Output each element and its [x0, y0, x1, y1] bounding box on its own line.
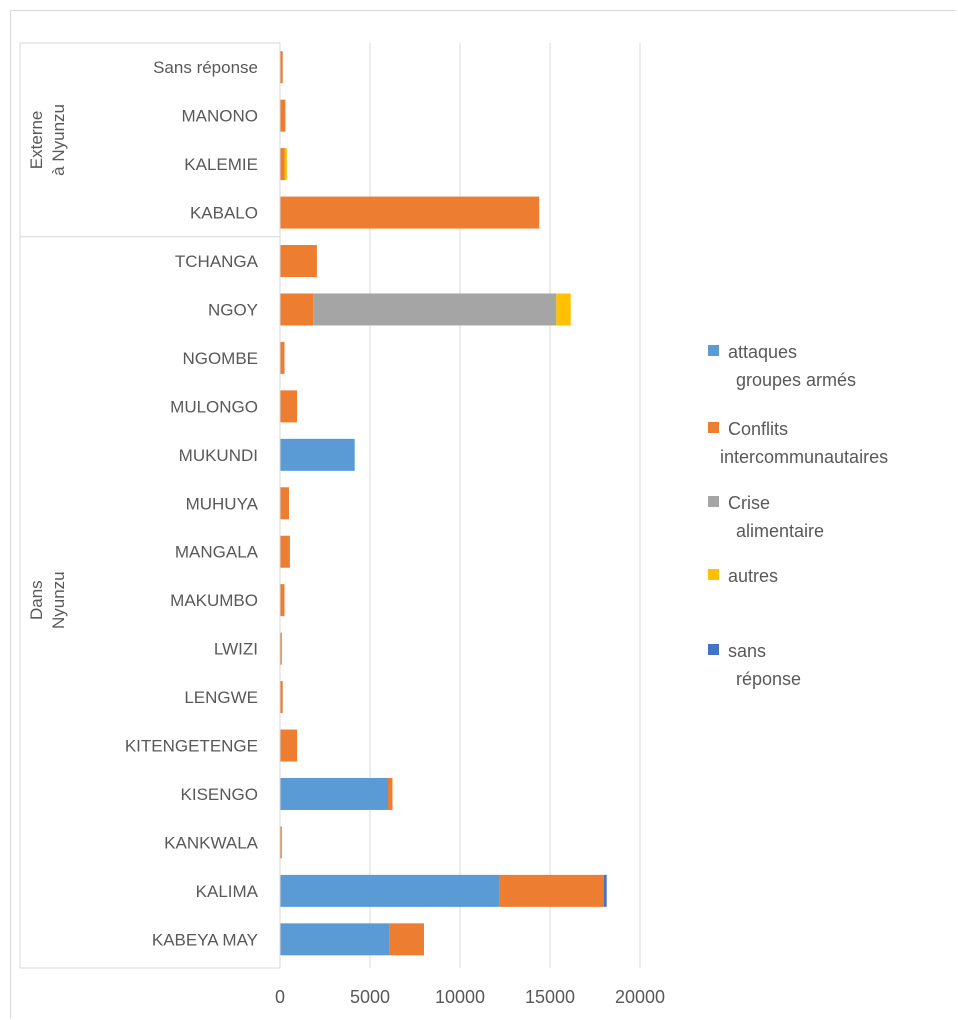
- legend-swatch-3: [708, 569, 719, 580]
- group-label-line: Externe: [27, 111, 46, 170]
- category-label-kalemie: KALEMIE: [184, 155, 258, 174]
- bar-ngoy-s1: [280, 293, 314, 326]
- category-label-manono: MANONO: [182, 107, 259, 126]
- legend-swatch-1: [708, 422, 719, 433]
- group-label-line: Nyunzu: [49, 571, 68, 629]
- legend-swatch-2: [708, 496, 719, 507]
- bar-kalima-s0: [280, 874, 500, 907]
- legend: attaques groupes armés Conflits intercommun…: [708, 342, 888, 689]
- bar-kalemie-s1: [280, 148, 285, 181]
- bar-ngoy-s2: [313, 293, 557, 326]
- chart-frame: [10, 10, 956, 1018]
- group-label-0: Externe à Nyunzu: [27, 104, 68, 176]
- legend-label-2: Crise: [728, 493, 770, 513]
- legend-label-4: sans: [728, 641, 766, 661]
- category-label-ngoy: NGOY: [208, 300, 258, 319]
- x-tick-label: 10000: [435, 987, 485, 1007]
- category-label-mangala: MANGALA: [175, 543, 259, 562]
- bars: [280, 51, 607, 956]
- bar-tchanga-s1: [280, 245, 317, 278]
- bar-kalemie-s3: [284, 148, 287, 181]
- category-label-sans-reponse: Sans réponse: [153, 58, 258, 77]
- bar-kabeya-may-s0: [280, 923, 390, 956]
- axes: 0 5000 10000 15000 20000 Sans réponse MANONO KA…: [19, 42, 665, 1007]
- group-label-line: Dans: [27, 580, 46, 620]
- category-label-makumbo: MAKUMBO: [170, 591, 258, 610]
- legend-swatch-0: [708, 345, 719, 356]
- x-tick-label: 5000: [350, 987, 390, 1007]
- bar-mukundi-s0: [280, 438, 355, 471]
- category-label-kabalo: KABALO: [190, 204, 258, 223]
- legend-label-3: autres: [728, 566, 778, 586]
- bar-lengwe-s1: [280, 681, 283, 714]
- bar-muhuya-s1: [280, 487, 289, 520]
- bar-sans-reponse-s1: [280, 51, 283, 84]
- bar-mangala-s1: [280, 535, 290, 568]
- bar-kisengo-s0: [280, 777, 388, 810]
- bar-ngoy-s3: [556, 293, 571, 326]
- bar-kitengetenge-s1: [280, 729, 298, 762]
- category-label-lengwe: LENGWE: [184, 688, 258, 707]
- legend-label-0: attaques: [728, 342, 797, 362]
- category-label-kisengo: KISENGO: [181, 785, 258, 804]
- legend-label-1: intercommunautaires: [720, 447, 888, 467]
- category-label-mulongo: MULONGO: [170, 397, 258, 416]
- category-label-mukundi: MUKUNDI: [179, 446, 258, 465]
- bar-makumbo-s1: [280, 584, 285, 617]
- category-label-muhuya: MUHUYA: [186, 494, 259, 513]
- category-label-tchanga: TCHANGA: [175, 252, 259, 271]
- category-label-kalima: KALIMA: [196, 882, 259, 901]
- bar-ngombe-s1: [280, 341, 285, 374]
- group-label-1: Dans Nyunzu: [27, 571, 68, 629]
- legend-label-1: Conflits: [728, 419, 788, 439]
- legend-label-4: réponse: [736, 669, 801, 689]
- bar-manono-s1: [280, 99, 286, 132]
- bar-kalima-s4: [604, 874, 607, 907]
- bar-kankwala-s1: [280, 826, 282, 859]
- category-label-kitengetenge: KITENGETENGE: [125, 737, 258, 756]
- bar-kabalo-s1: [280, 196, 540, 229]
- gridlines: [369, 43, 641, 968]
- bar-mulongo-s1: [280, 390, 298, 423]
- category-label-kabeya-may: KABEYA MAY: [152, 930, 258, 949]
- x-tick-label: 15000: [525, 987, 575, 1007]
- bar-lwizi-s1: [280, 632, 282, 665]
- x-tick-label: 0: [275, 987, 285, 1007]
- x-tick-label: 20000: [615, 987, 665, 1007]
- bar-kalima-s1: [499, 874, 604, 907]
- category-label-lwizi: LWIZI: [214, 640, 258, 659]
- bar-kisengo-s1: [388, 777, 393, 810]
- legend-swatch-4: [708, 644, 719, 655]
- category-label-ngombe: NGOMBE: [182, 349, 258, 368]
- legend-label-0: groupes armés: [736, 370, 856, 390]
- legend-label-2: alimentaire: [736, 521, 824, 541]
- group-label-line: à Nyunzu: [49, 104, 68, 176]
- category-label-kankwala: KANKWALA: [164, 833, 259, 852]
- bar-kabeya-may-s1: [389, 923, 424, 956]
